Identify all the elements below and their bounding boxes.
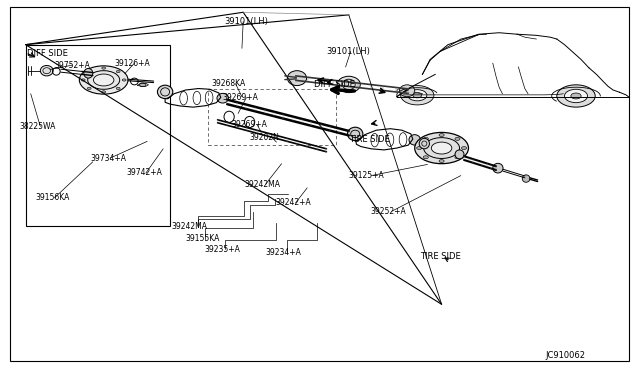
Circle shape [461, 147, 467, 150]
Text: 39125+A: 39125+A [349, 171, 385, 180]
Text: DIFF SIDE: DIFF SIDE [27, 49, 68, 58]
Text: 39252+A: 39252+A [370, 207, 406, 216]
Text: 39242+A: 39242+A [275, 198, 311, 207]
Ellipse shape [348, 127, 363, 141]
Text: DIFF SIDE: DIFF SIDE [314, 80, 355, 89]
Text: 39101(LH): 39101(LH) [224, 17, 268, 26]
Ellipse shape [419, 138, 429, 149]
Text: 39242MA: 39242MA [244, 180, 280, 189]
Circle shape [102, 67, 106, 69]
Circle shape [408, 90, 427, 101]
Ellipse shape [287, 71, 307, 86]
Circle shape [122, 79, 126, 81]
Ellipse shape [409, 135, 420, 145]
Circle shape [116, 70, 120, 73]
Ellipse shape [40, 65, 53, 76]
Circle shape [417, 147, 422, 150]
Text: JC910062: JC910062 [545, 351, 585, 360]
Circle shape [439, 134, 444, 137]
Text: 39742+A: 39742+A [127, 169, 163, 177]
Circle shape [116, 87, 120, 90]
Circle shape [79, 66, 128, 94]
Circle shape [455, 156, 460, 159]
Circle shape [93, 74, 114, 86]
Circle shape [415, 132, 468, 164]
Ellipse shape [217, 93, 228, 103]
Text: 39156KA: 39156KA [35, 193, 70, 202]
Text: TIRE SIDE: TIRE SIDE [349, 135, 390, 144]
Circle shape [431, 142, 452, 154]
Text: 39734+A: 39734+A [91, 154, 127, 163]
Ellipse shape [493, 163, 503, 173]
Bar [208, 89, 336, 145]
Ellipse shape [399, 85, 415, 97]
Circle shape [87, 87, 91, 90]
Text: 39752+A: 39752+A [54, 61, 90, 70]
Text: 39126+A: 39126+A [114, 59, 150, 68]
Bar [26, 45, 170, 226]
Circle shape [571, 93, 581, 99]
Text: 39101(LH): 39101(LH) [326, 47, 371, 56]
Text: 39155KA: 39155KA [186, 234, 220, 243]
Circle shape [87, 70, 91, 73]
Text: 39234+A: 39234+A [266, 248, 301, 257]
Text: TIRE SIDE: TIRE SIDE [420, 252, 461, 261]
Ellipse shape [522, 175, 530, 182]
Text: 38225WA: 38225WA [20, 122, 56, 131]
Text: 39235+A: 39235+A [205, 245, 241, 254]
Circle shape [413, 93, 422, 98]
Circle shape [102, 91, 106, 93]
Circle shape [401, 86, 434, 105]
Circle shape [423, 156, 428, 159]
Ellipse shape [157, 85, 173, 99]
Text: 39269+A: 39269+A [232, 121, 268, 129]
Circle shape [455, 137, 460, 140]
Text: 39242MA: 39242MA [172, 222, 207, 231]
Circle shape [564, 89, 588, 103]
Ellipse shape [455, 150, 464, 159]
Ellipse shape [84, 68, 93, 78]
Circle shape [557, 85, 595, 107]
Circle shape [439, 160, 444, 163]
Circle shape [423, 137, 428, 140]
Ellipse shape [337, 76, 360, 93]
Text: 39202N: 39202N [250, 133, 280, 142]
Circle shape [81, 79, 85, 81]
Text: 39269+A: 39269+A [223, 93, 259, 102]
Text: 39268KA: 39268KA [211, 79, 246, 88]
Circle shape [140, 83, 146, 87]
